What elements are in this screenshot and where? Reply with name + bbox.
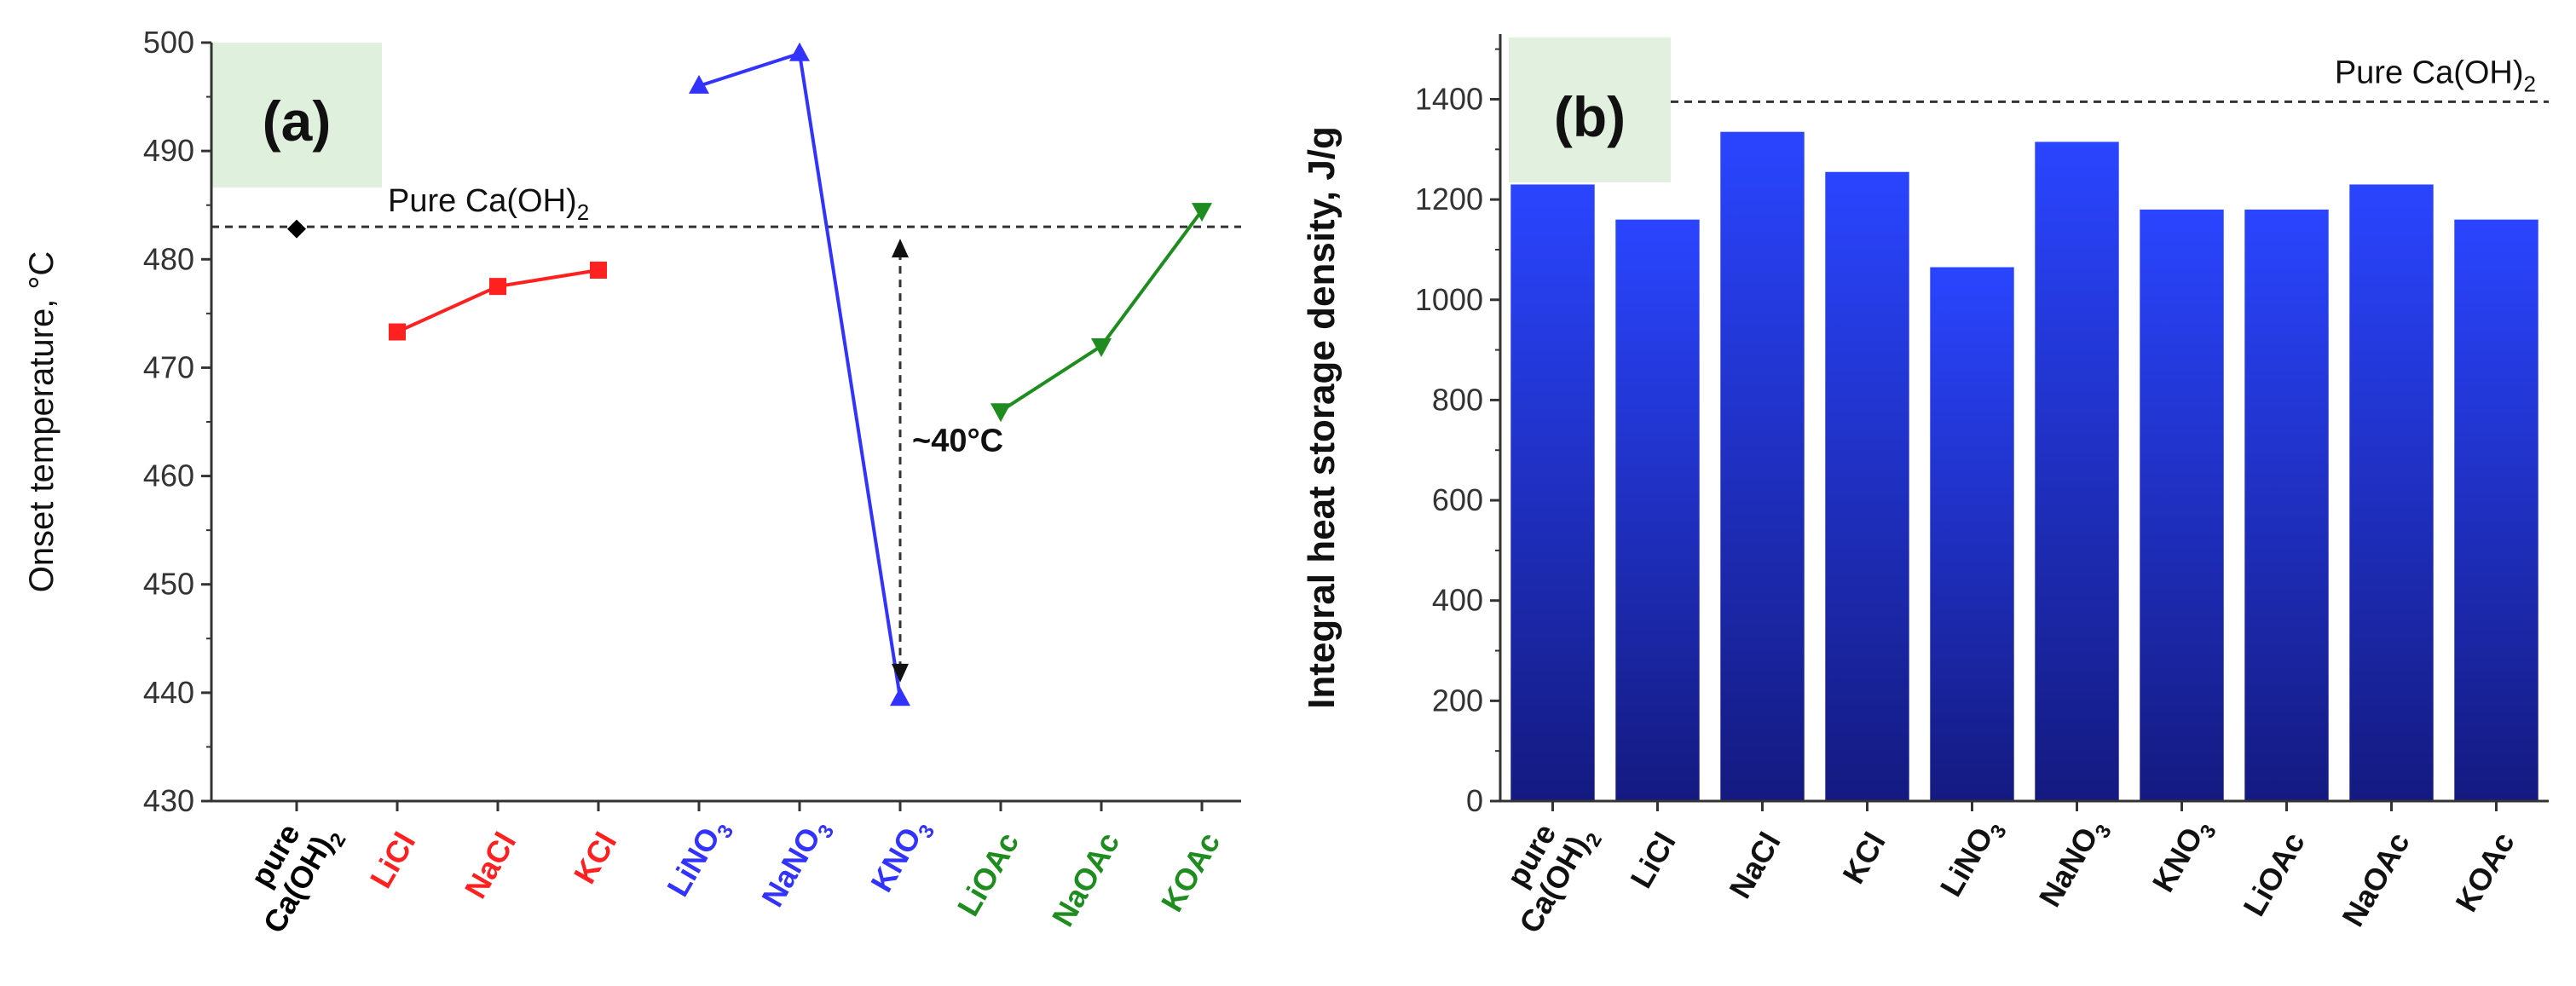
x-tick-label-7: LiOAc (950, 827, 1026, 922)
data-point (590, 262, 607, 279)
panel-b-label-box (1509, 37, 1671, 182)
x-tick-label-text: KNO3 (863, 811, 939, 901)
data-point (389, 323, 406, 341)
data-point (890, 687, 910, 706)
bar-4 (1930, 267, 2014, 801)
x-tick-label-3: KCl (1835, 827, 1892, 890)
y-tick-label: 400 (1432, 583, 1483, 618)
y-tick-label: 1400 (1415, 81, 1483, 116)
data-point (1192, 203, 1212, 222)
series-blue (689, 42, 910, 706)
x-tick-label-1: LiCl (1623, 827, 1683, 894)
x-tick-label-text: KCl (1835, 827, 1892, 890)
data-point (287, 219, 306, 239)
y-tick-label: 1200 (1415, 182, 1483, 216)
x-tick-label-text: NaCl (458, 827, 523, 905)
y-tick-label: 500 (143, 25, 194, 60)
panel-a-onset-temperature: (a) 430 440 450 460 470 480 490 500 Onset tempe… (23, 25, 1241, 939)
panel-a-reference-label: Pure Ca(OH)2 (388, 183, 589, 225)
bar-6 (2140, 209, 2224, 802)
bar-5 (2035, 141, 2119, 801)
y-tick-label: 470 (143, 349, 194, 384)
bar-1 (1615, 219, 1700, 801)
x-tick-label-7: LiOAc (2236, 827, 2312, 922)
y-tick-label: 440 (143, 675, 194, 710)
x-tick-label-text: LiNO3 (660, 811, 738, 906)
panel-b-y-axis-title: Integral heat storage density, J/g (1301, 126, 1343, 709)
x-tick-label-text: NaNO3 (754, 811, 839, 916)
x-tick-label-1: LiCl (363, 827, 423, 894)
x-tick-label-5: NaNO3 (754, 811, 839, 916)
x-tick-label-9: KOAc (2448, 827, 2521, 918)
data-point (991, 403, 1011, 423)
y-tick-label: 200 (1432, 683, 1483, 718)
y-tick-label: 480 (143, 241, 194, 276)
bar-3 (1825, 171, 1909, 801)
arrowhead-up-icon (892, 239, 909, 258)
bar-9 (2454, 219, 2538, 801)
series-black (287, 219, 306, 239)
x-tick-label-9: KOAc (1154, 827, 1227, 918)
x-tick-label-text: LiNO3 (1933, 811, 2012, 906)
x-tick-label-text: KCl (567, 827, 624, 890)
bar-2 (1720, 131, 1805, 802)
x-tick-label-text: NaOAc (2335, 827, 2417, 932)
y-tick-label: 800 (1432, 382, 1483, 417)
panel-a-label-box (211, 43, 382, 187)
series-line (698, 51, 902, 699)
bar-8 (2349, 184, 2434, 801)
x-tick-label-2: NaCl (1722, 827, 1788, 905)
series-red (389, 262, 607, 341)
panel-b-reference-label: Pure Ca(OH)2 (2335, 55, 2536, 96)
x-tick-label-text: LiCl (363, 827, 423, 894)
x-tick-label-6: KNO3 (863, 811, 939, 901)
y-tick-label: 600 (1432, 482, 1483, 517)
panel-a-label: (a) (263, 89, 332, 153)
x-tick-label-text: LiCl (1623, 827, 1683, 894)
x-tick-label-text: NaCl (1722, 827, 1788, 905)
panel-b-label: (b) (1554, 85, 1626, 148)
bar-7 (2244, 209, 2329, 802)
x-tick-label-3: KCl (567, 827, 624, 890)
y-tick-label: 430 (143, 783, 194, 818)
x-tick-label-text: NaNO3 (2032, 811, 2117, 916)
panel-a-annotation: ~40°C (892, 239, 1003, 683)
x-tick-label-4: LiNO3 (1933, 811, 2012, 906)
series-green (991, 203, 1212, 423)
y-tick-label: 460 (143, 458, 194, 493)
data-point (689, 74, 709, 94)
x-tick-label-5: NaNO3 (2032, 811, 2117, 916)
x-tick-label-text: KOAc (2448, 827, 2521, 918)
y-tick-label: 490 (143, 133, 194, 168)
y-tick-label: 450 (143, 567, 194, 602)
x-tick-label-text: LiOAc (2236, 827, 2312, 922)
bar-0 (1510, 184, 1595, 801)
x-tick-label-text: KNO3 (2146, 811, 2221, 901)
panel-a-y-axis-title: Onset temperature, °C (23, 251, 61, 593)
series-line (999, 209, 1204, 412)
data-point (789, 42, 810, 61)
x-tick-label-8: NaOAc (2335, 827, 2417, 932)
panel-b-heat-storage: (b) 0 200 400 600 800 1000 1200 1400 Integral h… (1301, 34, 2549, 939)
panel-a-annotation-text: ~40°C (912, 424, 1003, 459)
x-tick-label-6: KNO3 (2146, 811, 2221, 901)
x-tick-label-text: NaOAc (1045, 827, 1127, 932)
y-tick-label: 0 (1466, 783, 1483, 818)
x-tick-label-2: NaCl (458, 827, 523, 905)
x-tick-label-4: LiNO3 (660, 811, 738, 906)
x-tick-label-text: LiOAc (950, 827, 1026, 922)
x-tick-label-8: NaOAc (1045, 827, 1127, 932)
data-point (1091, 338, 1112, 357)
data-point (489, 278, 506, 296)
y-tick-label: 1000 (1415, 282, 1483, 317)
x-tick-label-text: KOAc (1154, 827, 1227, 918)
arrowhead-down-icon (892, 663, 909, 683)
